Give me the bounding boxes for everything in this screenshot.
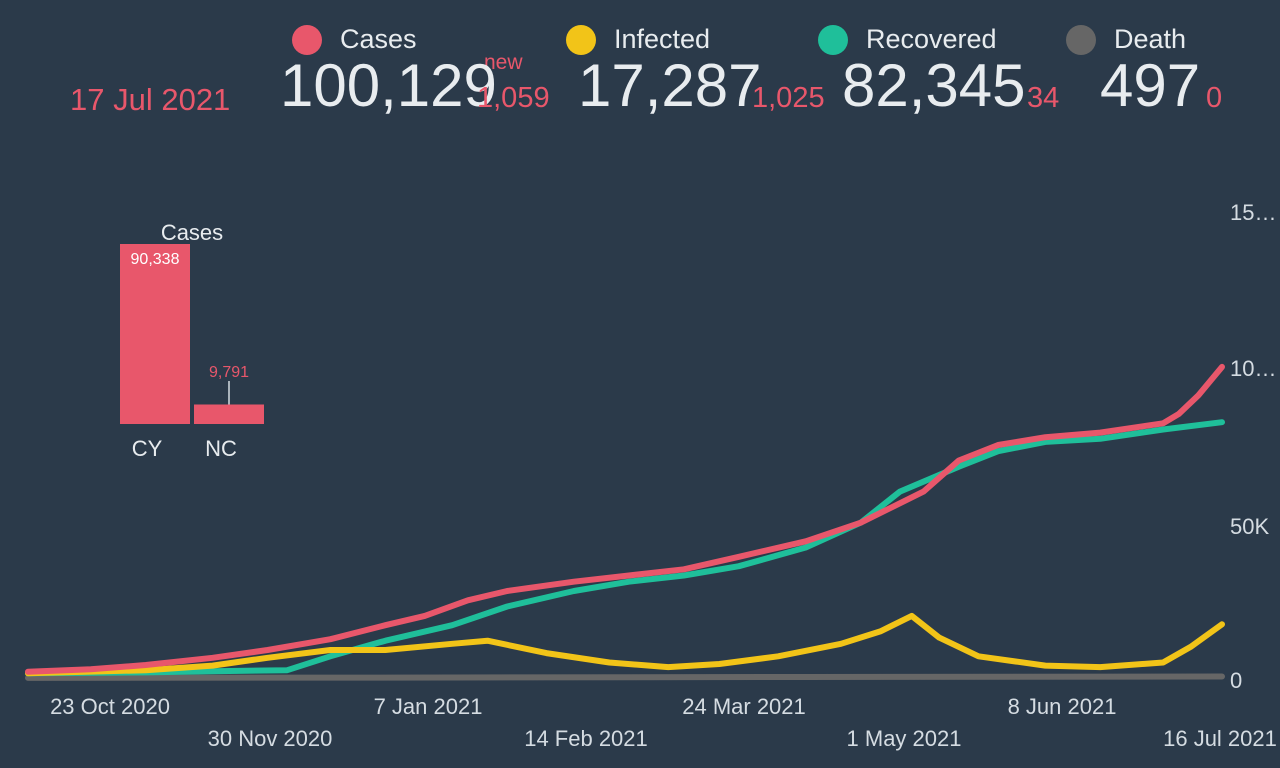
death-new: 0 bbox=[1206, 82, 1223, 114]
series-line-infected bbox=[25, 612, 1225, 677]
x-tick-label: 23 Oct 2020 bbox=[50, 694, 170, 719]
x-tick-label: 1 May 2021 bbox=[847, 726, 962, 751]
y-tick-label: 10… bbox=[1230, 356, 1276, 381]
y-tick-label: 0 bbox=[1230, 668, 1242, 693]
x-tick-label: 30 Nov 2020 bbox=[208, 726, 333, 751]
x-tick-label: 14 Feb 2021 bbox=[524, 726, 648, 751]
legend-label-recovered: Recovered bbox=[866, 24, 997, 54]
infected-dot-icon bbox=[566, 24, 596, 55]
infected-total: 17,287 bbox=[578, 52, 762, 119]
legend-item-recovered[interactable]: Recovered bbox=[818, 24, 997, 55]
recovered-new: 34 bbox=[1027, 82, 1060, 114]
bar-cy bbox=[120, 244, 190, 424]
y-tick-label: 50K bbox=[1230, 514, 1269, 539]
legend-label-cases: Cases bbox=[340, 24, 417, 54]
recovered-dot-icon bbox=[818, 24, 848, 55]
bar-nc bbox=[194, 404, 264, 424]
bar-data-label: 90,338 bbox=[131, 251, 180, 268]
x-tick-label: 24 Mar 2021 bbox=[682, 694, 806, 719]
cases-dot-icon bbox=[292, 24, 322, 55]
cases-new: 1,059 bbox=[477, 82, 550, 114]
x-tick-label: 7 Jan 2021 bbox=[374, 694, 483, 719]
x-tick-label: 16 Jul 2021 bbox=[1163, 726, 1277, 751]
death-total: 497 bbox=[1100, 52, 1201, 119]
cases-total: 100,129 bbox=[280, 52, 497, 119]
series-line-death bbox=[25, 673, 1225, 681]
new-label: new bbox=[484, 51, 523, 74]
bar-category-label: NC bbox=[205, 436, 237, 461]
death-dot-icon bbox=[1066, 24, 1096, 55]
y-tick-label: 15… bbox=[1230, 200, 1276, 225]
bar-chart-title: Cases bbox=[161, 220, 223, 245]
x-tick-label: 8 Jun 2021 bbox=[1008, 694, 1117, 719]
legend-item-infected[interactable]: Infected bbox=[566, 24, 710, 55]
infected-new: 1,025 bbox=[752, 82, 825, 114]
legend-item-death[interactable]: Death bbox=[1066, 24, 1186, 55]
legend-item-cases[interactable]: Cases bbox=[292, 24, 417, 55]
legend-label-infected: Infected bbox=[614, 24, 711, 54]
recovered-total: 82,345 bbox=[842, 52, 1026, 119]
legend-label-death: Death bbox=[1114, 24, 1187, 54]
bar-data-label: 9,791 bbox=[209, 364, 249, 381]
series-line-cases bbox=[25, 363, 1225, 675]
series-line-recovered bbox=[25, 419, 1225, 677]
current-date: 17 Jul 2021 bbox=[70, 82, 231, 117]
bar-category-label: CY bbox=[132, 436, 163, 461]
